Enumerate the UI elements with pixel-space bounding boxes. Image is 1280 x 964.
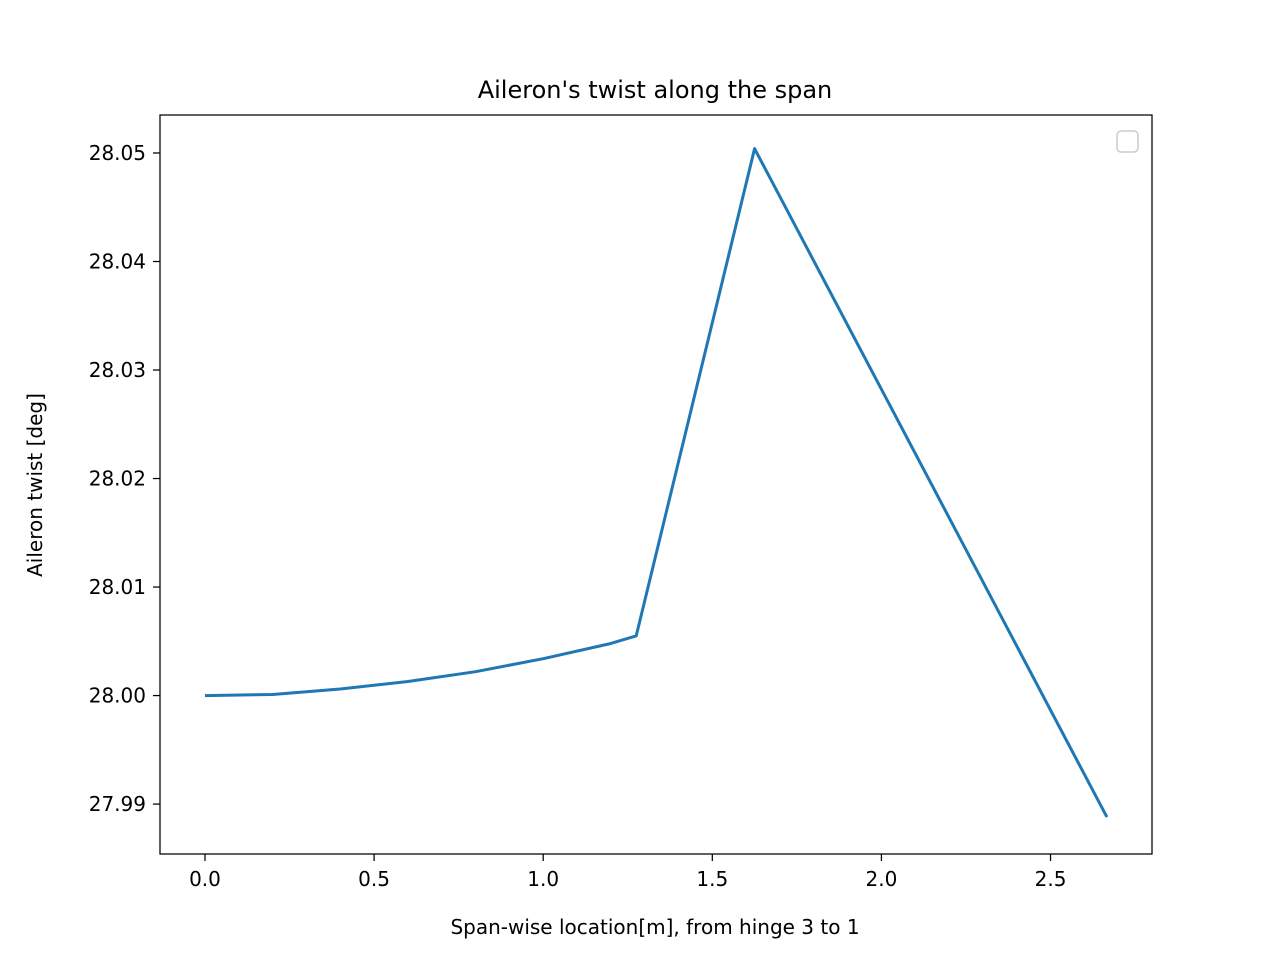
plot-area	[160, 115, 1152, 854]
chart-title: Aileron's twist along the span	[478, 76, 833, 104]
x-tick-label: 2.5	[1035, 867, 1067, 891]
x-tick-label: 1.5	[696, 867, 728, 891]
x-tick-label: 0.5	[358, 867, 390, 891]
x-axis-label: Span-wise location[m], from hinge 3 to 1	[450, 915, 859, 939]
series-line	[204, 147, 1109, 818]
y-tick-label: 28.04	[89, 249, 146, 273]
x-axis-ticks: 0.0 0.5 1.0 1.5 2.0 2.5	[189, 854, 1066, 891]
y-tick-label: 28.01	[89, 575, 146, 599]
y-tick-label: 28.03	[89, 358, 146, 382]
y-tick-label: 28.00	[89, 684, 146, 708]
legend-box	[1116, 130, 1139, 153]
y-tick-label: 28.02	[89, 467, 146, 491]
axes-frame	[159, 114, 1153, 855]
y-tick-label: 28.05	[89, 141, 146, 165]
plot-background	[160, 115, 1152, 854]
x-tick-label: 2.0	[866, 867, 898, 891]
series-layer	[204, 147, 1109, 818]
x-tick-label: 1.0	[527, 867, 559, 891]
x-tick-label: 0.0	[189, 867, 221, 891]
y-tick-label: 27.99	[89, 792, 146, 816]
y-axis-ticks: 27.99 28.00 28.01 28.02 28.03 28.04 28.05	[89, 141, 160, 816]
y-axis-label: Aileron twist [deg]	[23, 393, 47, 577]
